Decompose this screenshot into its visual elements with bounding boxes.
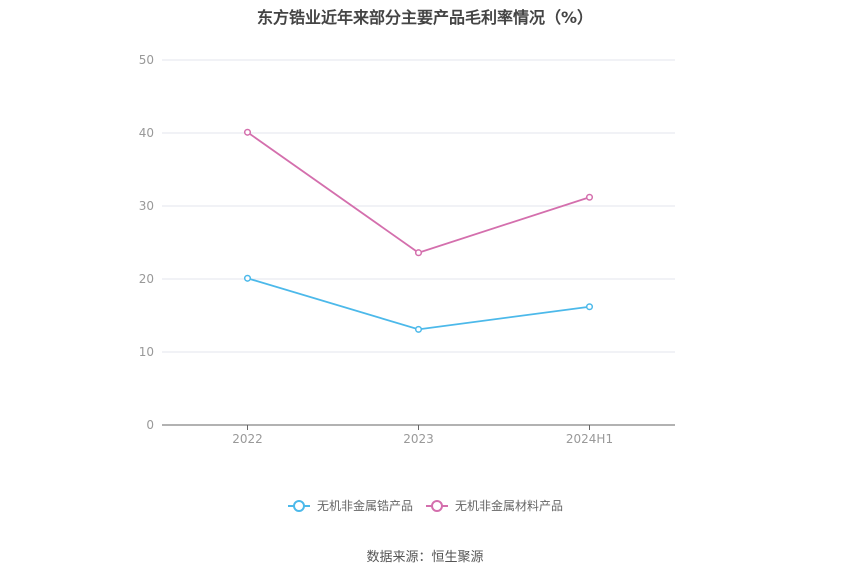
y-tick-label: 50 [139,53,154,67]
series [243,128,594,333]
legend-item-2: 无机非金属材料产品 [426,498,563,513]
data-point [414,325,423,333]
axes: 0 10 20 30 40 50 2022 2023 2024H1 [139,53,675,446]
chart-title: 东方锆业近年来部分主要产品毛利率情况（%） [256,8,594,27]
legend-marker [293,500,305,512]
source-note: 数据来源：恒生聚源 [366,550,484,565]
legend-label: 无机非金属锆产品 [317,498,413,513]
legend-label: 无机非金属材料产品 [455,498,563,513]
y-tick-label: 20 [139,272,154,286]
data-point [243,274,252,282]
series-line-2 [246,131,590,254]
y-tick-label: 0 [146,418,154,432]
line-chart: 0 10 20 30 40 50 2022 2023 2024H1 无机非金属锆产品 无机非金属材… [139,53,675,513]
y-tick-label: 40 [139,126,154,140]
data-point [243,128,252,136]
data-point [585,193,594,201]
legend-item-1: 无机非金属锆产品 [288,498,413,513]
gridlines [162,59,675,353]
y-tick-label: 30 [139,199,154,213]
legend: 无机非金属锆产品 无机非金属材料产品 [288,498,563,513]
x-tick-label: 2023 [403,432,434,446]
x-tick-label: 2022 [232,432,263,446]
data-point [414,249,423,257]
x-tick-label: 2024H1 [566,432,613,446]
data-point [585,303,594,311]
legend-marker [431,500,443,512]
y-tick-label: 10 [139,345,154,359]
series-line-1 [247,277,590,331]
